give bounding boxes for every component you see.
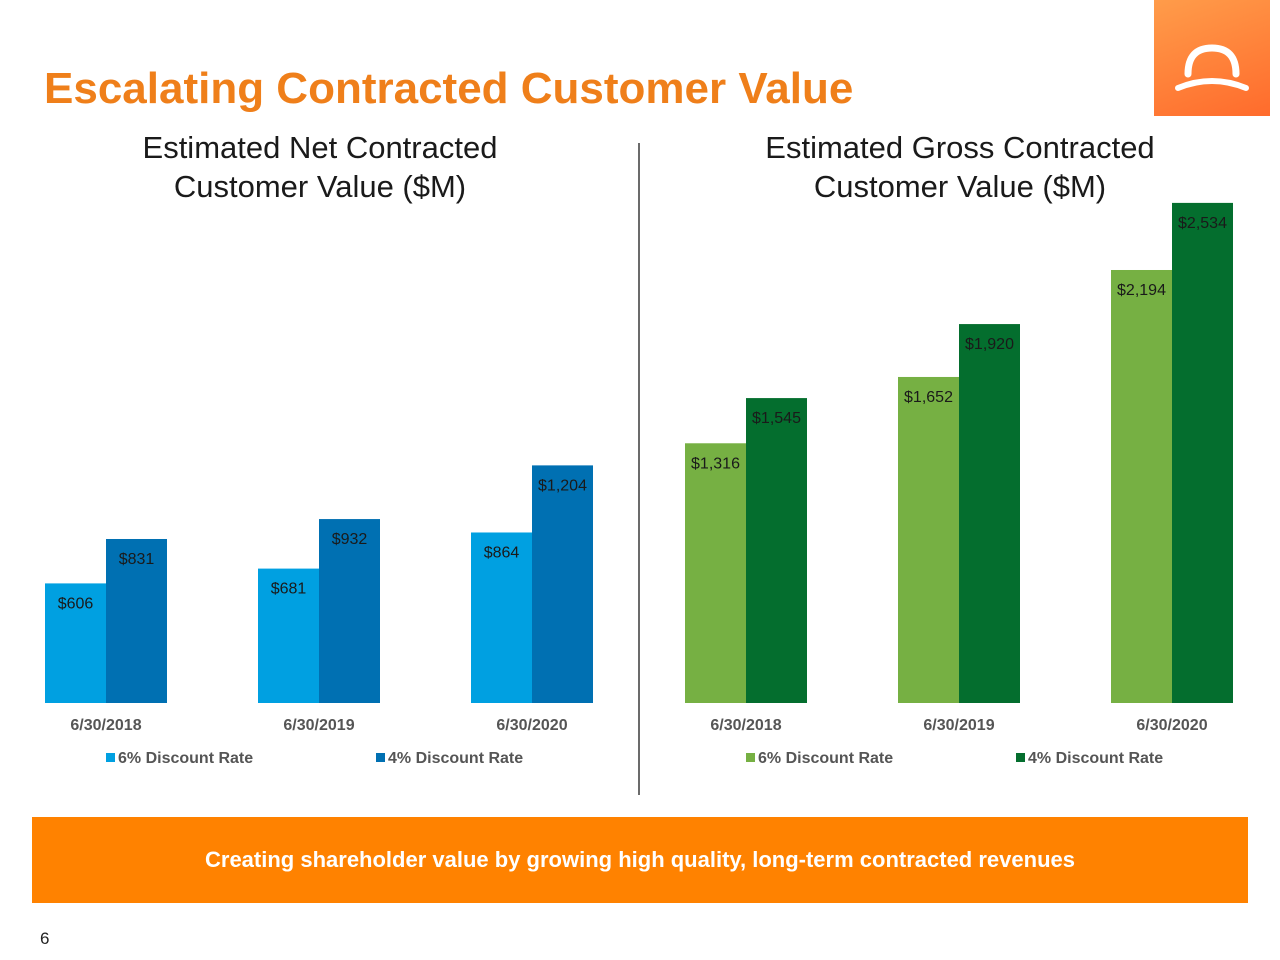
net-6pct-3-value-label: $864 [484, 544, 520, 561]
net-4pct-2-value-label: $932 [332, 531, 368, 548]
gross-legend-4pct-label: 4% Discount Rate [1028, 750, 1164, 767]
gross-category-label-1: 6/30/2018 [710, 717, 781, 734]
net-legend-6pct: 6% Discount Rate [106, 750, 253, 768]
gross-6pct-3-value-label: $2,194 [1117, 282, 1166, 299]
gross-4pct-3-value-label: $2,534 [1178, 215, 1227, 232]
gross-legend-6pct-label: 6% Discount Rate [758, 750, 894, 767]
net-6pct-3-bar [471, 532, 532, 703]
gross-category-label-3: 6/30/2020 [1136, 717, 1207, 734]
gross-legend-4pct-swatch [1016, 753, 1025, 762]
net-chart-title-line-1: Estimated Net Contracted [142, 130, 498, 165]
net-6pct-1-bar [45, 583, 106, 703]
net-category-label-2: 6/30/2019 [283, 717, 354, 734]
net-4pct-1-bar [106, 538, 167, 703]
gross-legend-6pct-swatch [746, 753, 755, 762]
net-4pct-3-value-label: $1,204 [538, 477, 587, 494]
summary-banner: Creating shareholder value by growing hi… [32, 817, 1248, 903]
gross-4pct-1-value-label: $1,545 [752, 410, 801, 427]
net-chart-title-line-2: Customer Value ($M) [173, 169, 467, 204]
net-4pct-2-bar [319, 519, 380, 703]
net-legend-4pct-swatch [376, 753, 385, 762]
gross-6pct-2-bar [898, 376, 959, 703]
gross-category-label-2: 6/30/2019 [923, 717, 994, 734]
gross-6pct-1-value-label: $1,316 [691, 455, 740, 472]
gross-chart-title: Estimated Gross Contracted Customer Valu… [680, 128, 1240, 206]
summary-banner-text: Creating shareholder value by growing hi… [205, 847, 1075, 872]
page-number: 6 [40, 929, 50, 948]
gross-chart-title-line-2: Customer Value ($M) [813, 169, 1107, 204]
gross-4pct-2-bar [959, 324, 1020, 703]
company-logo [1154, 0, 1270, 116]
page-title: Escalating Contracted Customer Value [44, 64, 854, 113]
net-legend-4pct: 4% Discount Rate [376, 750, 523, 768]
gross-chart-title-line-1: Estimated Gross Contracted [765, 130, 1155, 165]
gross-6pct-2-value-label: $1,652 [904, 389, 953, 406]
gross-legend-6pct: 6% Discount Rate [746, 750, 893, 768]
net-legend-6pct-label: 6% Discount Rate [118, 750, 254, 767]
net-4pct-3-bar [532, 465, 593, 703]
gross-4pct-1-bar [746, 398, 807, 703]
net-6pct-2-value-label: $681 [271, 581, 307, 598]
gross-chart-legend: 6% Discount Rate 4% Discount Rate [640, 750, 1280, 770]
chart-divider [638, 143, 640, 795]
gross-6pct-1-bar [685, 443, 746, 703]
net-4pct-1-value-label: $831 [119, 551, 155, 568]
gross-6pct-3-bar [1111, 269, 1172, 703]
net-chart-legend: 6% Discount Rate 4% Discount Rate [0, 750, 640, 770]
gross-4pct-2-value-label: $1,920 [965, 336, 1014, 353]
gross-4pct-3-bar [1172, 202, 1233, 703]
net-6pct-1-value-label: $606 [58, 595, 94, 612]
net-legend-6pct-swatch [106, 753, 115, 762]
dome-logo-icon [1175, 44, 1249, 91]
gross-legend-4pct: 4% Discount Rate [1016, 750, 1163, 768]
contracted-value-chart: $606 $831 6/30/2018 $681 $932 6/30/2019 $864 $1… [45, 202, 1233, 734]
net-chart-title: Estimated Net Contracted Customer Value … [40, 128, 600, 206]
net-category-label-3: 6/30/2020 [496, 717, 567, 734]
net-6pct-2-bar [258, 568, 319, 703]
net-legend-4pct-label: 4% Discount Rate [388, 750, 524, 767]
net-category-label-1: 6/30/2018 [70, 717, 141, 734]
